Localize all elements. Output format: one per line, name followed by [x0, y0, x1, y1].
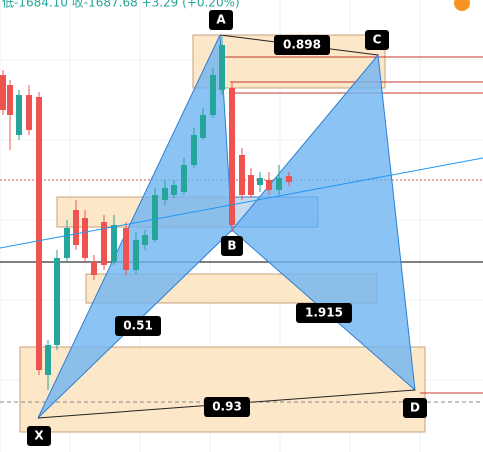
- point-label: X: [27, 426, 51, 446]
- point-text: A: [216, 13, 226, 27]
- point-text: D: [410, 401, 420, 415]
- ratio-label: 0.93: [204, 397, 250, 417]
- quote-header: 低-1684.10 收-1687.68 +3.29 (+0.20%): [2, 0, 240, 10]
- ratio-text: 0.51: [123, 319, 153, 333]
- point-label: B: [221, 236, 243, 256]
- point-text: B: [227, 239, 236, 253]
- ratio-text: 0.898: [283, 38, 321, 52]
- candles: [0, 35, 292, 390]
- point-label: C: [365, 30, 389, 50]
- badge-icon[interactable]: [454, 0, 470, 11]
- point-label: D: [403, 398, 427, 418]
- point-label: A: [209, 10, 233, 30]
- ratio-label: 0.898: [274, 35, 330, 55]
- ratio-label: 0.51: [115, 316, 161, 336]
- point-text: C: [373, 33, 382, 47]
- ratio-text: 1.915: [305, 306, 343, 320]
- ratio-label: 1.915: [296, 303, 352, 323]
- ratio-text: 0.93: [212, 400, 242, 414]
- point-text: X: [34, 429, 44, 443]
- zones: [19, 34, 426, 433]
- trend-line: [0, 157, 483, 249]
